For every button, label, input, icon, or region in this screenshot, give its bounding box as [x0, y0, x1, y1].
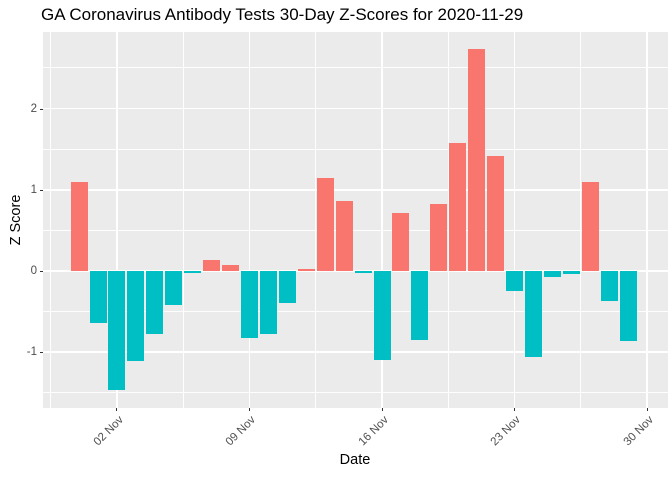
x-tick-label-text: 23 Nov [488, 414, 524, 449]
bar [600, 271, 618, 302]
bar [297, 268, 315, 271]
bar [506, 271, 524, 292]
bar [165, 271, 183, 306]
bar [335, 201, 353, 271]
y-tick-label: -1 [26, 346, 37, 359]
bar [89, 271, 107, 323]
bar [222, 265, 240, 271]
bar [392, 212, 410, 271]
minor-gridline-vertical [50, 32, 52, 408]
bar [524, 271, 542, 358]
bar [354, 271, 372, 274]
bar [70, 181, 88, 271]
bar [373, 271, 391, 360]
x-tick-label-text: 09 Nov [223, 414, 258, 449]
bar [543, 271, 561, 278]
chart-title: GA Coronavirus Antibody Tests 30-Day Z-S… [41, 5, 524, 24]
bar [449, 142, 467, 271]
minor-gridline-vertical [182, 32, 184, 408]
plot-panel [43, 32, 668, 408]
minor-gridline-horizontal [43, 148, 668, 150]
bar [108, 271, 126, 390]
major-gridline-vertical [116, 32, 118, 408]
minor-gridline-vertical [580, 32, 582, 408]
major-gridline-vertical [248, 32, 251, 408]
y-tick-mark [40, 271, 43, 272]
x-tick-mark [381, 408, 383, 411]
x-tick-mark [248, 408, 250, 411]
minor-gridline-horizontal [43, 67, 668, 69]
y-tick-label: 1 [30, 183, 37, 196]
y-tick-label: 0 [30, 265, 37, 277]
x-tick-label-text: 02 Nov [91, 414, 126, 449]
minor-gridline-horizontal [43, 392, 668, 394]
minor-gridline-vertical [447, 32, 449, 408]
major-gridline-vertical [381, 32, 383, 408]
y-tick-mark [40, 352, 43, 354]
bar [581, 182, 599, 271]
minor-gridline-vertical [315, 32, 317, 408]
x-axis-title: Date [339, 452, 371, 468]
y-tick-mark [40, 189, 43, 191]
x-tick-mark [646, 408, 648, 411]
major-gridline-vertical [513, 32, 516, 408]
y-axis-title: Z Score [8, 194, 24, 246]
bar [203, 260, 221, 271]
x-tick-mark [514, 408, 516, 411]
major-gridline-horizontal [43, 189, 668, 191]
y-tick-label: 2 [30, 102, 37, 115]
bar [430, 204, 448, 271]
bar [259, 271, 277, 335]
x-tick-mark [116, 408, 118, 411]
bar [619, 271, 637, 341]
bar [240, 271, 258, 338]
bar [411, 271, 429, 341]
minor-gridline-horizontal [43, 311, 668, 313]
bar [468, 49, 486, 271]
y-tick-mark [40, 108, 43, 110]
bar [184, 271, 202, 274]
bar [562, 271, 580, 275]
bar [316, 178, 334, 271]
major-gridline-vertical [646, 32, 648, 408]
bar [127, 271, 145, 362]
minor-gridline-horizontal [43, 229, 668, 231]
major-gridline-horizontal [43, 351, 668, 353]
x-tick-label-text: 16 Nov [356, 414, 391, 449]
bar [278, 271, 296, 303]
major-gridline-horizontal [43, 107, 668, 110]
bar [487, 155, 505, 271]
bar [146, 271, 164, 335]
x-tick-label-text: 30 Nov [621, 414, 656, 449]
